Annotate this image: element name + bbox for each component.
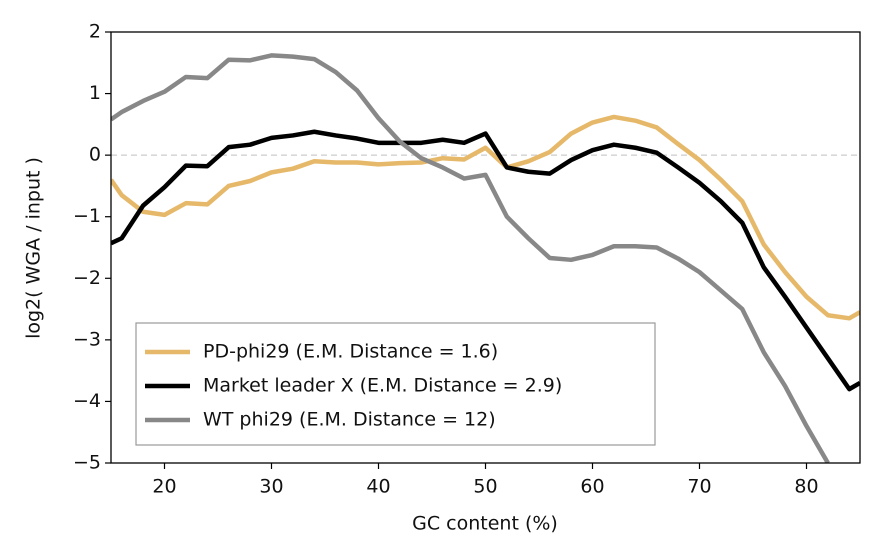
data-line	[111, 114, 860, 321]
data-line	[111, 129, 860, 392]
x-tick-label: 40	[366, 476, 390, 498]
x-tick-label: 30	[259, 476, 283, 498]
y-tick-label: −4	[73, 390, 101, 412]
data-line	[111, 53, 830, 463]
y-tick-label: 0	[89, 144, 101, 166]
y-tick-label: 1	[89, 82, 101, 104]
x-tick-label: 80	[794, 476, 818, 498]
y-tick-label: −5	[73, 452, 101, 474]
legend-box	[135, 322, 656, 446]
y-tick-label: −1	[73, 205, 101, 227]
x-tick-label: 50	[473, 476, 497, 498]
x-axis-label: GC content (%)	[412, 513, 558, 535]
y-tick-label: 2	[89, 21, 101, 43]
x-tick-label: 70	[687, 476, 711, 498]
x-tick-label: 20	[152, 476, 176, 498]
x-tick-label: 60	[580, 476, 604, 498]
y-tick-label: −3	[73, 328, 101, 350]
plot-frame	[110, 31, 861, 464]
legend-label: PD-phi29 (E.M. Distance = 1.6)	[203, 341, 498, 363]
legend-label: WT phi29 (E.M. Distance = 12)	[203, 409, 496, 431]
legend-label: Market leader X (E.M. Distance = 2.9)	[203, 375, 562, 397]
plot-lines	[111, 53, 860, 463]
y-tick-label: −2	[73, 267, 101, 289]
y-axis-label: log2( WGA / input )	[23, 157, 45, 339]
